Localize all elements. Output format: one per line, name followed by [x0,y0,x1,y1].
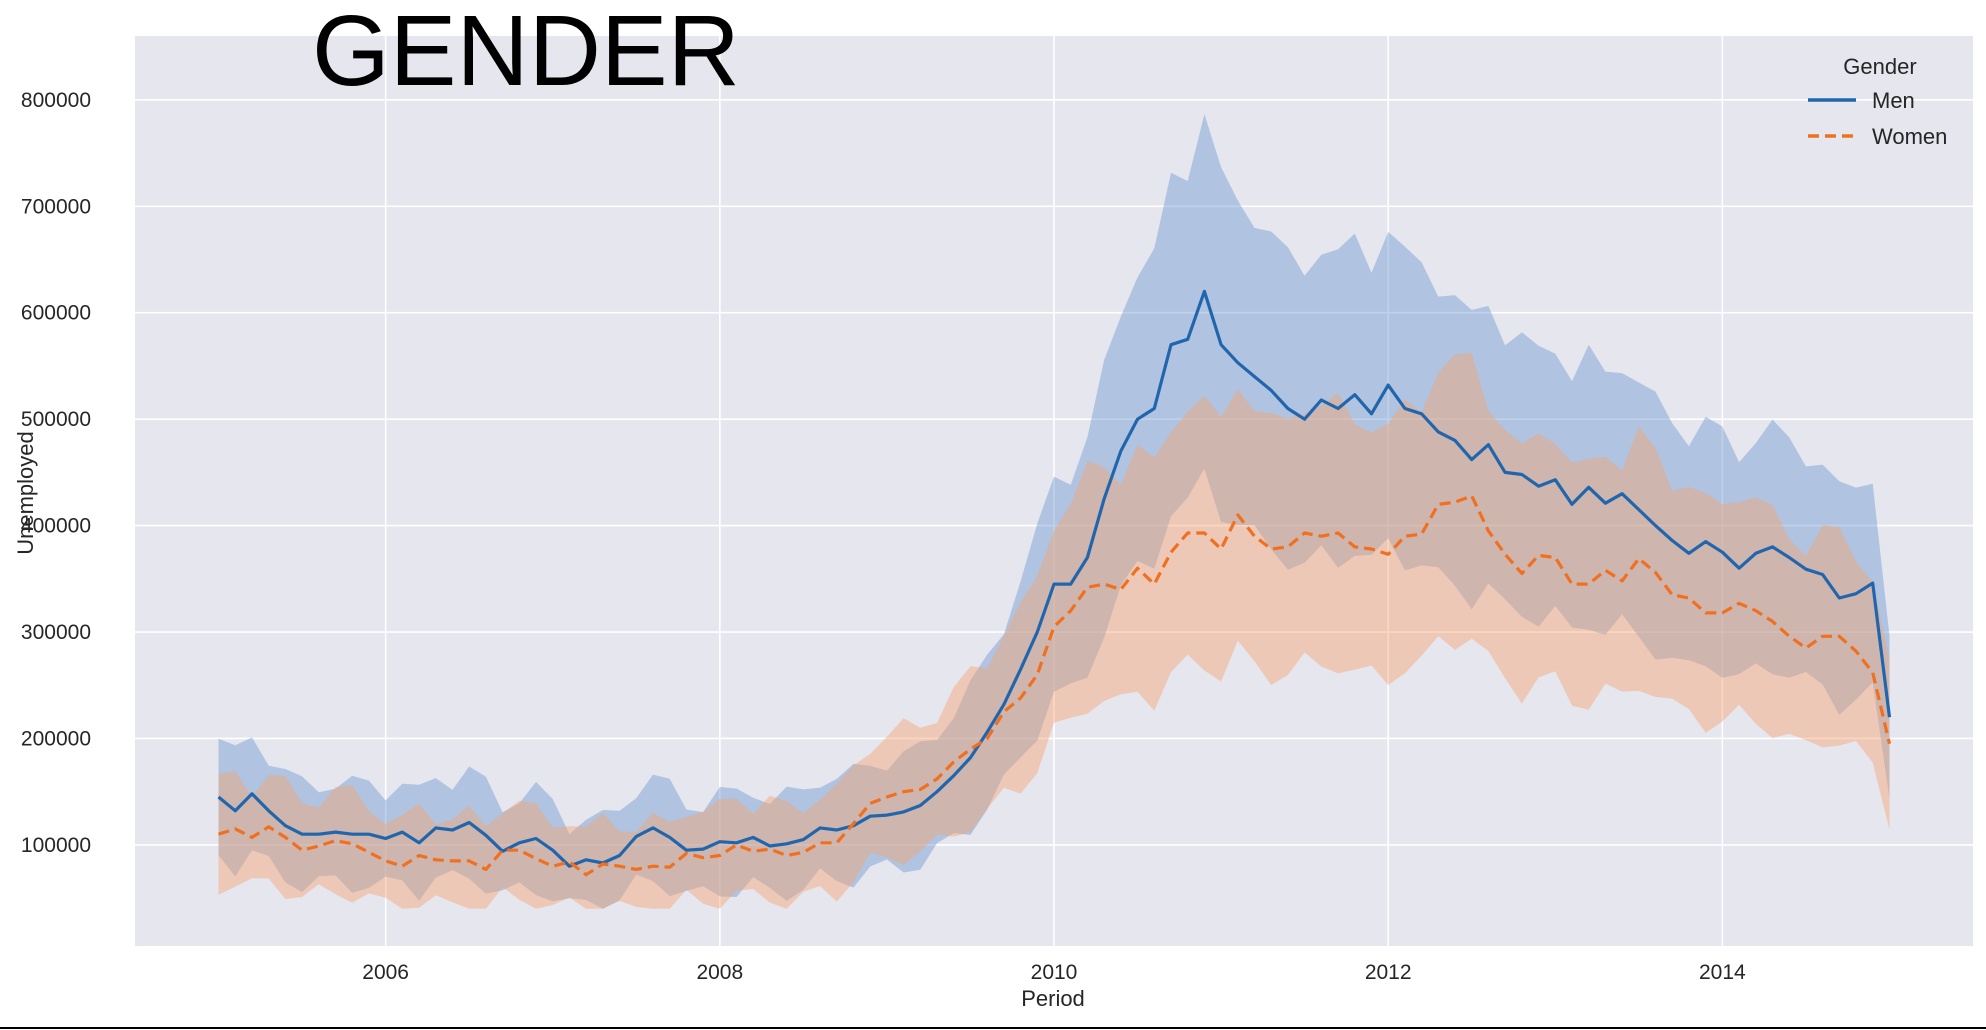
y-tick-label: 600000 [21,302,91,325]
y-tick-label: 100000 [21,834,91,857]
y-tick-label: 500000 [21,408,91,431]
legend-title: Gender [1843,54,1916,79]
y-tick-label: 400000 [21,515,91,538]
x-tick-label: 2008 [696,961,743,984]
y-tick-label: 700000 [21,195,91,218]
legend: Gender Men Women [1808,54,1947,149]
tick-labels: 2006 2008 2010 2012 2014 100000 200000 300000 40… [21,89,1746,984]
x-tick-label: 2006 [362,961,409,984]
y-tick-label: 200000 [21,727,91,750]
x-tick-label: 2010 [1031,961,1078,984]
x-tick-label: 2014 [1699,961,1746,984]
y-axis-label: Unemployed [13,431,38,555]
y-tick-label: 800000 [21,89,91,112]
band-men [218,114,1890,909]
x-axis-label: Period [1021,986,1085,1011]
grid-lines [135,36,1973,946]
series-line-women [218,494,1892,877]
series-lines [217,289,1892,877]
legend-label-men: Men [1872,88,1915,113]
y-tick-label: 300000 [21,621,91,644]
chart-title: GENDER [312,0,740,107]
x-tick-label: 2012 [1365,961,1412,984]
series-line-men [217,289,1892,868]
legend-label-women: Women [1872,124,1947,149]
